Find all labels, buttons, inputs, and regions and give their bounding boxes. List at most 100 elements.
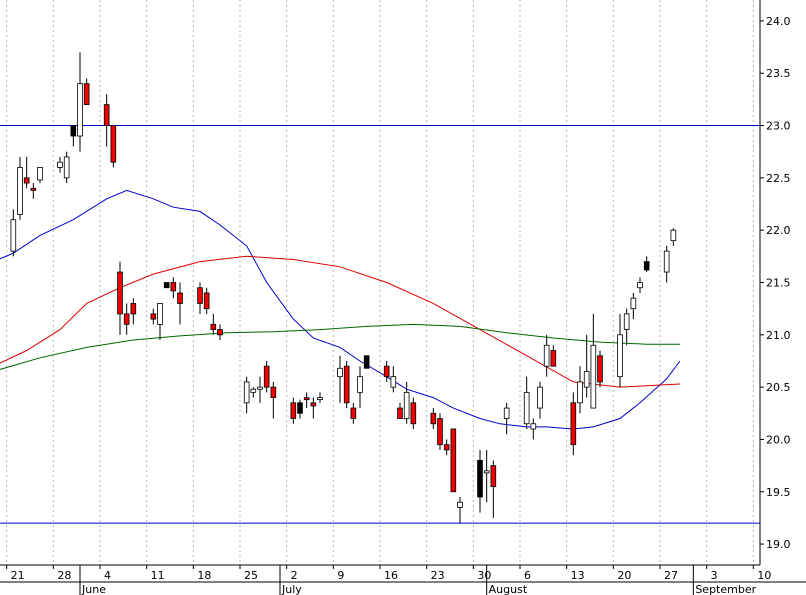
month-label: August [489, 583, 528, 595]
grid [6, 0, 754, 565]
x-tick-label: 3 [711, 569, 718, 582]
candle-body [250, 388, 257, 393]
horizontal-reference-lines [0, 125, 760, 524]
candle-body [483, 470, 490, 474]
moving-averages [0, 189, 681, 430]
x-tick-label: 10 [757, 569, 771, 582]
candle-body [317, 397, 323, 400]
candle-body [77, 83, 83, 137]
y-tick-label: 23.5 [766, 67, 791, 80]
month-label: June [81, 583, 106, 595]
candle-body [243, 381, 250, 404]
y-tick-label: 21.5 [766, 277, 791, 290]
candle-body [523, 391, 530, 425]
candle-body [663, 250, 670, 273]
candle-body [217, 329, 223, 336]
y-tick-label: 20.0 [766, 433, 791, 446]
candle-body [390, 376, 397, 388]
x-tick-label: 25 [244, 569, 258, 582]
candle-body [117, 271, 123, 315]
candle-body [403, 391, 410, 419]
x-tick-label: 21 [11, 569, 25, 582]
candle-body [83, 83, 90, 106]
x-tick-label: 13 [571, 569, 585, 582]
candle-body [30, 187, 37, 191]
candle-body [450, 428, 457, 493]
candle-body [103, 104, 110, 126]
candle-body [570, 402, 577, 446]
y-tick-label: 19.0 [766, 538, 791, 551]
x-tick-label: 20 [617, 569, 631, 582]
candle-body [197, 287, 203, 304]
candle-body [270, 386, 277, 398]
candle-body [310, 402, 317, 407]
x-tick-label: 11 [151, 569, 165, 582]
y-tick-label: 24.0 [766, 15, 791, 28]
month-label: July [281, 583, 302, 595]
y-tick-label: 22.0 [766, 224, 791, 237]
candle-body [550, 350, 557, 367]
candle-body [597, 355, 603, 383]
candle-body [623, 313, 630, 330]
x-tick-label: 4 [104, 569, 111, 582]
candle-body [337, 367, 343, 378]
candle-body [397, 407, 403, 419]
candle-body [63, 156, 70, 179]
candle-body [150, 313, 157, 320]
candle-body [630, 297, 637, 310]
y-tick-label: 20.5 [766, 381, 791, 394]
candle-body [17, 167, 23, 215]
candle-body [297, 402, 303, 414]
candle-body [637, 282, 643, 289]
candle-body [37, 167, 43, 181]
y-tick-label: 21.0 [766, 329, 791, 342]
candle-body [303, 397, 310, 401]
candles [10, 52, 677, 524]
month-label: September [695, 583, 756, 595]
x-tick-label: 9 [337, 569, 344, 582]
candle-body [203, 292, 210, 310]
candle-body [263, 365, 270, 388]
candle-body [163, 282, 170, 289]
candle-body [257, 386, 263, 390]
candle-body [437, 418, 443, 446]
candle-body [410, 402, 417, 425]
candle-body [70, 125, 77, 137]
moving-average-line [0, 255, 681, 388]
y-tick-label: 22.5 [766, 172, 791, 185]
candle-body [57, 161, 63, 168]
candle-body [443, 444, 450, 451]
candle-body [210, 323, 217, 330]
candle-body [123, 313, 130, 325]
candle-body [343, 365, 350, 404]
candle-body [23, 177, 30, 184]
candle-body [543, 344, 550, 367]
x-tick-label: 27 [664, 569, 678, 582]
y-tick-label: 19.5 [766, 486, 791, 499]
candle-body [477, 459, 483, 498]
candle-body [490, 465, 497, 487]
candle-body [157, 303, 163, 325]
candle-body [357, 376, 363, 393]
candle-body [537, 386, 543, 409]
candle-body [617, 334, 623, 378]
candle-body [590, 344, 597, 409]
y-tick-label: 23.0 [766, 120, 791, 133]
moving-average-line [0, 323, 680, 370]
candle-body [110, 125, 117, 163]
candle-body [457, 501, 463, 508]
candle-body [643, 261, 650, 271]
x-tick-label: 18 [197, 569, 211, 582]
candle-body [430, 412, 437, 425]
candle-body [350, 407, 357, 419]
candle-body [530, 423, 537, 430]
candle-body [363, 355, 370, 369]
candle-body [503, 407, 510, 419]
candle-body [130, 303, 137, 315]
candle-body [177, 292, 183, 304]
moving-average-line [0, 189, 681, 430]
x-tick-label: 28 [57, 569, 71, 582]
